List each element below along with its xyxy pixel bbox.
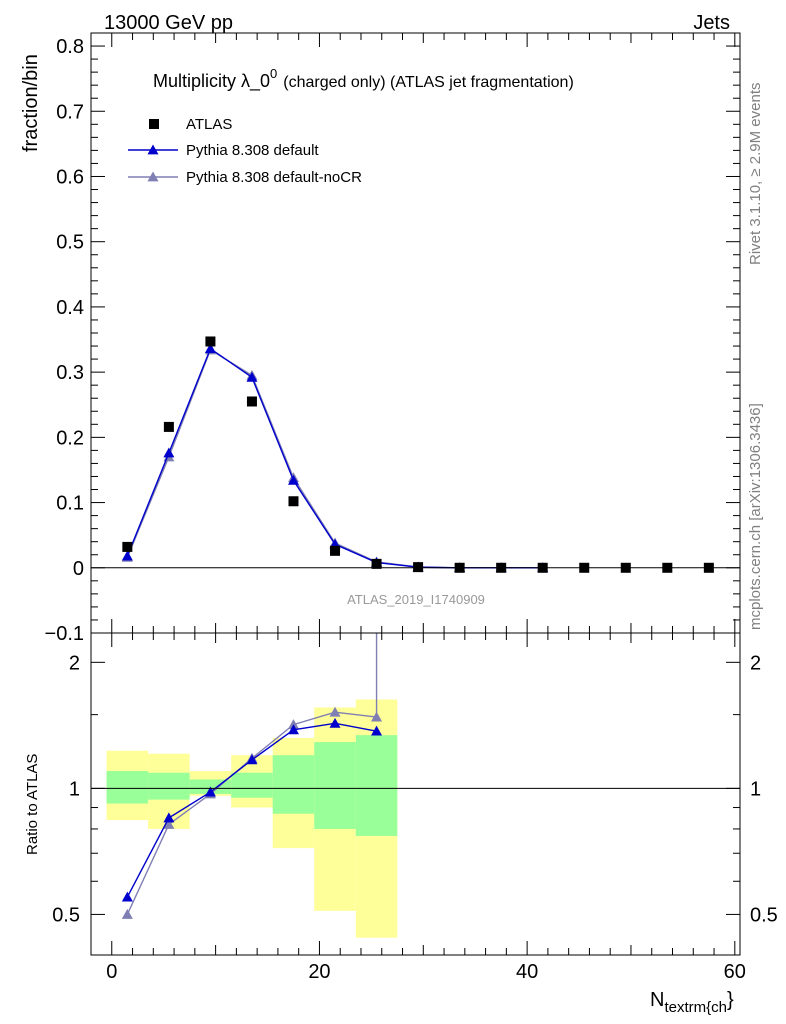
ratio-band-green-bin	[148, 772, 190, 800]
ratio-y-axis-label: Ratio to ATLAS	[24, 754, 41, 855]
ratio-series-0-point	[246, 754, 258, 765]
ratio-series-0-point	[287, 724, 299, 735]
main-series-1-point	[204, 343, 216, 354]
ratio-y-tick-label-right: 2	[750, 652, 761, 674]
ratio-band-green-bin	[272, 755, 315, 814]
legend-series-1-marker	[147, 144, 159, 155]
main-panel: Multiplicity λ_00(charged only) (ATLAS j…	[20, 32, 741, 645]
x-tick-label: 40	[516, 961, 538, 983]
atlas-data-point	[122, 541, 133, 552]
atlas-data-point	[371, 558, 382, 569]
ratio-series-0-point	[163, 812, 175, 823]
x-tick-label: 60	[724, 961, 746, 983]
ratio-series-1-point	[371, 711, 383, 722]
atlas-data-point	[288, 496, 299, 507]
main-y-tick-label: 0.2	[56, 427, 84, 449]
chart-title-main: Multiplicity λ_0	[153, 71, 270, 92]
ratio-series-0-point	[329, 717, 341, 728]
ratio-y-tick-label: 1	[69, 778, 80, 800]
chart-title-superscript: 0	[270, 66, 277, 81]
legend-atlas-marker	[149, 119, 159, 129]
main-y-tick-label: 0.6	[56, 166, 84, 188]
main-y-tick-label: 0.5	[56, 232, 84, 254]
x-axis-label-tail: }	[727, 989, 734, 1011]
atlas-data-point	[246, 396, 257, 407]
ratio-series-0-point	[371, 725, 383, 736]
legend-series-1-label: Pythia 8.308 default	[186, 142, 319, 159]
legend-series-2-label: Pythia 8.308 default-noCR	[186, 169, 362, 186]
main-y-tick-label: 0.3	[56, 362, 84, 384]
ratio-series-1-point	[329, 706, 341, 717]
legend: ATLAS Pythia 8.308 default Pythia 8.308 de…	[128, 116, 362, 186]
main-plot-marks	[121, 336, 714, 573]
atlas-data-point	[163, 421, 174, 432]
atlas-data-point	[413, 562, 424, 573]
main-y-tick-label: 0.1	[56, 493, 84, 515]
main-series-1-point	[121, 550, 133, 561]
ratio-axes: 0.5 0.51 12 20 20 40 60	[52, 632, 778, 983]
main-series-1-point	[246, 371, 258, 382]
main-series-line-2	[126, 348, 543, 569]
chart-title: Multiplicity λ_00 (charged only) (ATLAS j…	[153, 66, 574, 92]
ratio-series-0-point	[204, 786, 216, 797]
ratio-y-tick-label: 0.5	[52, 904, 80, 926]
ratio-series-1-point	[287, 719, 299, 730]
x-axis-label-subscript: textrm{ch	[664, 999, 727, 1016]
ratio-y-tick-label: 2	[69, 652, 80, 674]
x-tick-label: 20	[308, 961, 330, 983]
ratio-band-green-bin	[106, 771, 149, 804]
main-y-tick-label: 0	[73, 558, 84, 580]
main-y-tick-label: 0.8	[56, 36, 84, 58]
atlas-data-point	[330, 545, 341, 556]
x-axis-label-main: N	[650, 989, 664, 1011]
atlas-data-point	[205, 336, 216, 347]
mcplots-reference-label: mcplots.cern.ch [arXiv:1306.3436]	[747, 403, 764, 630]
ratio-y-tick-label-right: 0.5	[750, 904, 778, 926]
main-y-tick-label: 0.7	[56, 101, 84, 123]
main-series-line-1	[126, 347, 543, 569]
main-axes: −0.1 0 0.1 0.2 0.3 0.4 0.5 0.6 0.7 0.8	[45, 32, 741, 645]
ratio-series-1-point	[121, 908, 133, 919]
ratio-uncertainty-bands	[106, 699, 398, 938]
ratio-band-green-bin	[231, 772, 273, 798]
legend-series-2-marker	[147, 171, 159, 182]
chart-subtitle: (charged only) (ATLAS jet fragmentation)	[283, 74, 574, 91]
header-process-label: Jets	[693, 12, 730, 34]
main-y-tick-label: 0.4	[56, 297, 84, 319]
ratio-band-green-bin	[314, 742, 356, 829]
ratio-panel: Ratio to ATLAS 0.5 0.51 12 20 20 40 60	[24, 632, 778, 983]
legend-atlas-label: ATLAS	[186, 116, 232, 133]
ratio-frame	[90, 632, 741, 956]
ratio-plot-marks	[121, 633, 383, 919]
ratio-series-1-point	[163, 818, 175, 829]
header-energy-label: 13000 GeV pp	[104, 12, 233, 34]
ratio-series-0-point	[121, 891, 133, 902]
ratio-y-tick-label-right: 1	[750, 778, 761, 800]
main-series-1-point	[163, 447, 175, 458]
main-series-1-point	[287, 474, 299, 485]
ratio-band-green-bin	[355, 735, 398, 836]
analysis-reference-label: ATLAS_2019_I1740909	[347, 592, 485, 607]
main-y-axis-label: fraction/bin	[20, 54, 42, 152]
main-y-tick-label: −0.1	[45, 623, 84, 645]
x-tick-label: 0	[106, 961, 117, 983]
x-axis-label: Ntextrm{ch}	[650, 989, 734, 1016]
rivet-version-label: Rivet 3.1.10, ≥ 2.9M events	[747, 83, 764, 266]
